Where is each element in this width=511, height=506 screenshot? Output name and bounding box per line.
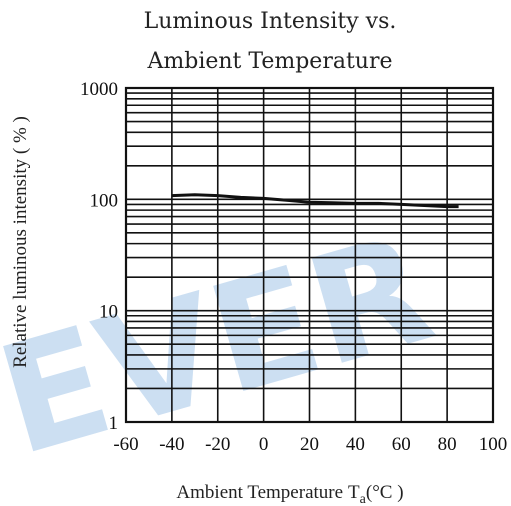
x-tick-label: 100 — [479, 434, 508, 455]
series-line-0 — [171, 193, 459, 209]
x-tick-label: 80 — [438, 434, 457, 455]
x-axis-ticks: -60 -40 -20 0 20 40 60 80 100 — [113, 434, 507, 455]
x-tick-label: 0 — [259, 434, 269, 455]
y-tick-label: 10 — [99, 302, 118, 323]
y-axis-label: Relative luminous intensity ( % ) — [10, 116, 31, 368]
x-tick-label: -60 — [113, 434, 138, 455]
plot-frame — [124, 86, 495, 424]
x-tick-label: 20 — [300, 434, 319, 455]
chart-title-line-2: Ambient Temperature — [146, 49, 392, 74]
y-tick-label: 1000 — [80, 79, 118, 100]
x-tick-label: 60 — [392, 434, 411, 455]
y-tick-label: 1 — [109, 413, 119, 434]
x-axis-label-unit: (°C ) — [366, 482, 404, 503]
x-tick-label: -20 — [205, 434, 230, 455]
y-axis-ticks: 1 10 100 1000 — [80, 79, 118, 434]
y-tick-label: 100 — [90, 190, 119, 211]
x-axis-label: Ambient Temperature Ta(°C ) — [176, 482, 403, 506]
series-layer — [171, 193, 459, 209]
x-tick-label: -40 — [159, 434, 184, 455]
x-axis-label-subscript: a — [360, 492, 367, 506]
chart-title-line-1: Luminous Intensity vs. — [144, 9, 397, 34]
x-axis-label-symbol: T — [348, 482, 360, 503]
x-axis-label-text: Ambient Temperature — [176, 482, 343, 503]
x-tick-label: 40 — [346, 434, 365, 455]
